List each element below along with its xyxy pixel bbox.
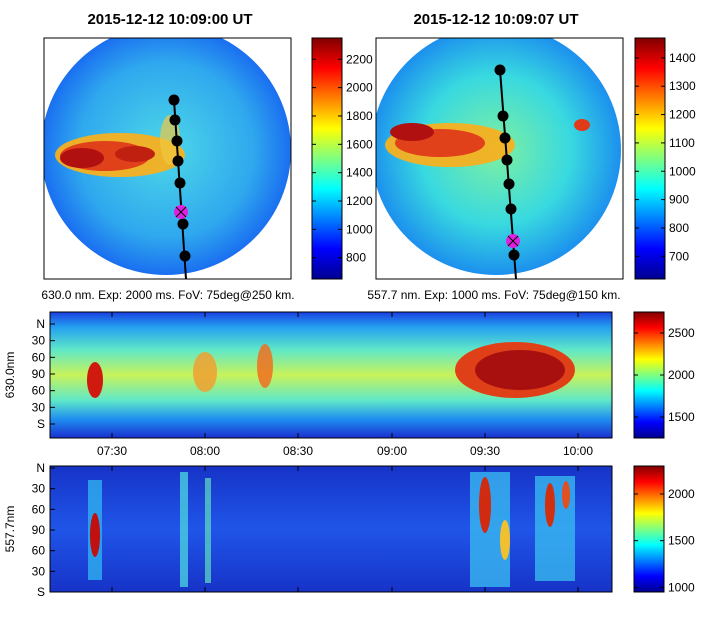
keogram-630-frame (49, 311, 613, 439)
colorbar-b-tick-label: 1100 (669, 136, 695, 150)
colorbar-a-tick-label: 2200 (346, 52, 373, 66)
colorbar-b-tick-label: 800 (669, 221, 689, 235)
keogram-557-ytick-tick-label: 60 (32, 502, 46, 516)
keogram-557-image (50, 466, 612, 592)
colorbar-a-tick-label: 2000 (346, 81, 373, 95)
keogram-630-yticks: N 30 60 90 60 30 S (32, 317, 55, 431)
keogram-557-ytick-tick-label: 30 (32, 482, 46, 496)
colorbar-b-ticks: 700 800 900 1000 1100 1200 1300 1400 (635, 51, 696, 263)
panel-b-caption: 557.7 nm. Exp: 1000 ms. FoV: 75deg@150 k… (367, 288, 620, 302)
keogram-557-ytick-tick-label: 60 (32, 544, 46, 558)
panel-b-marker (506, 234, 520, 248)
colorbar-c-tick-label: 1500 (668, 410, 695, 424)
keogram-630-xtick-tick-label: 10:00 (563, 444, 593, 458)
keogram-630-xtick-tick-label: 09:00 (377, 444, 407, 458)
keogram-557-ylabel: 557.7nm (3, 506, 17, 553)
colorbar-b-tick-label: 700 (669, 249, 689, 263)
keogram-630-ytick-tick-label: 60 (32, 384, 46, 398)
keogram-630-xtick-tick-label: 09:30 (470, 444, 500, 458)
colorbar-c-ticks: 1500 2000 2500 (634, 326, 695, 424)
colorbar-b-tick-label: 1000 (669, 164, 696, 178)
colorbar-b-tick-label: 900 (669, 193, 689, 207)
keogram-630-ytick-tick-label: S (37, 417, 45, 431)
colorbar-a-tick-label: 1800 (346, 109, 373, 123)
keogram-630-image (50, 312, 612, 438)
colorbar-a-tick-label: 1600 (346, 137, 373, 151)
colorbar-b-tick-label: 1300 (669, 79, 696, 93)
keogram-630-ytick-tick-label: 30 (32, 334, 46, 348)
colorbar-b-tick-label: 1200 (669, 108, 696, 122)
colorbar-a-tick-label: 1200 (346, 194, 373, 208)
panel-a-track (168, 94, 191, 279)
keogram-557-yticks: N 30 60 90 60 30 S (32, 461, 55, 599)
panel-a-caption: 630.0 nm. Exp: 2000 ms. FoV: 75deg@250 k… (41, 288, 294, 302)
colorbar-b-tick-label: 1400 (669, 51, 696, 65)
colorbar-c-tick-label: 2500 (668, 326, 695, 340)
panel-a-title: 2015-12-12 10:09:00 UT (87, 11, 252, 28)
colorbar-a (311, 37, 343, 280)
colorbar-c (633, 311, 665, 439)
colorbar-b (634, 37, 666, 280)
keogram-630-ytick-tick-label: 90 (32, 367, 46, 381)
keogram-557-ytick-tick-label: 90 (32, 523, 46, 537)
panel-b-image (376, 38, 621, 275)
panel-a-image (44, 38, 291, 275)
colorbar-a-tick-label: 1000 (346, 222, 373, 236)
keogram-630-xtick-tick-label: 07:30 (97, 444, 127, 458)
panel-a-frame (43, 37, 292, 280)
colorbar-d-tick-label: 1000 (668, 580, 695, 594)
keogram-630-xtick-tick-label: 08:00 (190, 444, 220, 458)
colorbar-d (633, 465, 665, 593)
keogram-630-ytick-tick-label: 60 (32, 350, 46, 364)
panel-b-title: 2015-12-12 10:09:07 UT (413, 11, 578, 28)
panel-a-marker (174, 205, 188, 219)
colorbar-a-tick-label: 800 (346, 251, 366, 265)
keogram-557-ytick-tick-label: N (36, 461, 45, 475)
keogram-630-ytick-tick-label: 30 (32, 400, 46, 414)
keogram-557-ytick-tick-label: S (37, 585, 45, 599)
colorbar-d-ticks: 1000 1500 2000 (634, 487, 695, 594)
keogram-557-ytick-tick-label: 30 (32, 564, 46, 578)
colorbar-a-ticks: 800 1000 1200 1400 1600 1800 2000 2200 (312, 52, 373, 265)
colorbar-d-tick-label: 2000 (668, 487, 695, 501)
keogram-557-frame (49, 465, 613, 593)
colorbar-c-tick-label: 2000 (668, 368, 695, 382)
keogram-630-xticks: 07:30 08:00 08:30 09:00 09:30 10:00 (97, 312, 593, 458)
keogram-630-ylabel: 630.0nm (3, 352, 17, 399)
panel-b-frame (375, 37, 624, 280)
keogram-630-ytick-tick-label: N (36, 317, 45, 331)
keogram-557-xticks (111, 466, 579, 592)
colorbar-d-tick-label: 1500 (668, 534, 695, 548)
colorbar-a-tick-label: 1400 (346, 166, 373, 180)
keogram-630-xtick-tick-label: 08:30 (283, 444, 313, 458)
